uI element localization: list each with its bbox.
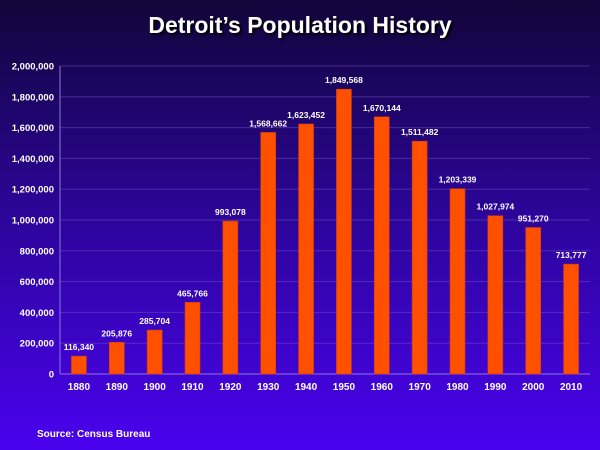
y-tick-label: 600,000 — [20, 277, 54, 288]
x-tick-label: 1920 — [219, 382, 242, 393]
x-tick-label: 1950 — [333, 382, 356, 393]
y-tick-label: 400,000 — [20, 308, 54, 319]
bar-2000 — [525, 227, 542, 375]
x-tick-label: 1940 — [295, 382, 318, 393]
data-label-1940: 1,623,452 — [287, 110, 325, 120]
bar-1900 — [146, 329, 163, 375]
y-tick-label: 2,000,000 — [12, 62, 54, 73]
data-label-2000: 951,270 — [518, 214, 549, 224]
y-tick-label: 200,000 — [20, 339, 54, 350]
data-label-1920: 993,078 — [215, 207, 246, 217]
bar-1970 — [411, 140, 428, 375]
x-tick-label: 2010 — [560, 382, 583, 393]
y-tick-label: 800,000 — [20, 246, 54, 257]
x-tick-label: 1930 — [257, 382, 280, 393]
data-label-1900: 285,704 — [139, 316, 170, 326]
data-label-1910: 465,766 — [177, 288, 208, 298]
x-tick-label: 2000 — [522, 382, 545, 393]
data-label-1950: 1,849,568 — [325, 75, 363, 85]
bar-1920 — [222, 220, 239, 375]
data-label-1990: 1,027,974 — [476, 202, 514, 212]
chart-title: Detroit’s Population History — [148, 12, 452, 38]
bar-1950 — [336, 88, 352, 375]
x-tick-label: 1910 — [181, 382, 204, 393]
source-note: Source: Census Bureau — [37, 429, 151, 440]
data-label-1970: 1,511,482 — [401, 127, 439, 137]
y-tick-label: 1,600,000 — [12, 123, 54, 134]
bar-1890 — [108, 341, 125, 375]
bar-1910 — [184, 301, 201, 375]
x-tick-label: 1980 — [446, 382, 469, 393]
data-label-1890: 205,876 — [101, 328, 132, 338]
bar-2010 — [563, 263, 579, 375]
data-label-1880: 116,340 — [64, 342, 95, 352]
y-tick-label: 1,000,000 — [12, 216, 54, 227]
bar-1940 — [298, 123, 314, 375]
y-tick-label: 1,200,000 — [12, 185, 54, 196]
x-tick-label: 1960 — [371, 382, 394, 393]
bar-1990 — [487, 215, 504, 375]
bar-1880 — [71, 355, 87, 375]
bar-1930 — [260, 132, 277, 375]
x-tick-label: 1880 — [68, 382, 91, 393]
x-tick-label: 1900 — [144, 382, 167, 393]
data-label-1930: 1,568,662 — [249, 118, 287, 128]
bar-1980 — [449, 188, 466, 375]
data-label-1980: 1,203,339 — [439, 175, 477, 185]
x-tick-label: 1970 — [409, 382, 432, 393]
y-tick-label: 0 — [49, 370, 54, 381]
y-tick-label: 1,400,000 — [12, 154, 54, 165]
bar-1960 — [373, 116, 390, 375]
y-tick-label: 1,800,000 — [12, 92, 54, 103]
data-label-1960: 1,670,144 — [363, 103, 401, 113]
x-tick-label: 1890 — [106, 382, 129, 393]
data-label-2010: 713,777 — [556, 250, 587, 260]
x-tick-label: 1990 — [484, 382, 507, 393]
